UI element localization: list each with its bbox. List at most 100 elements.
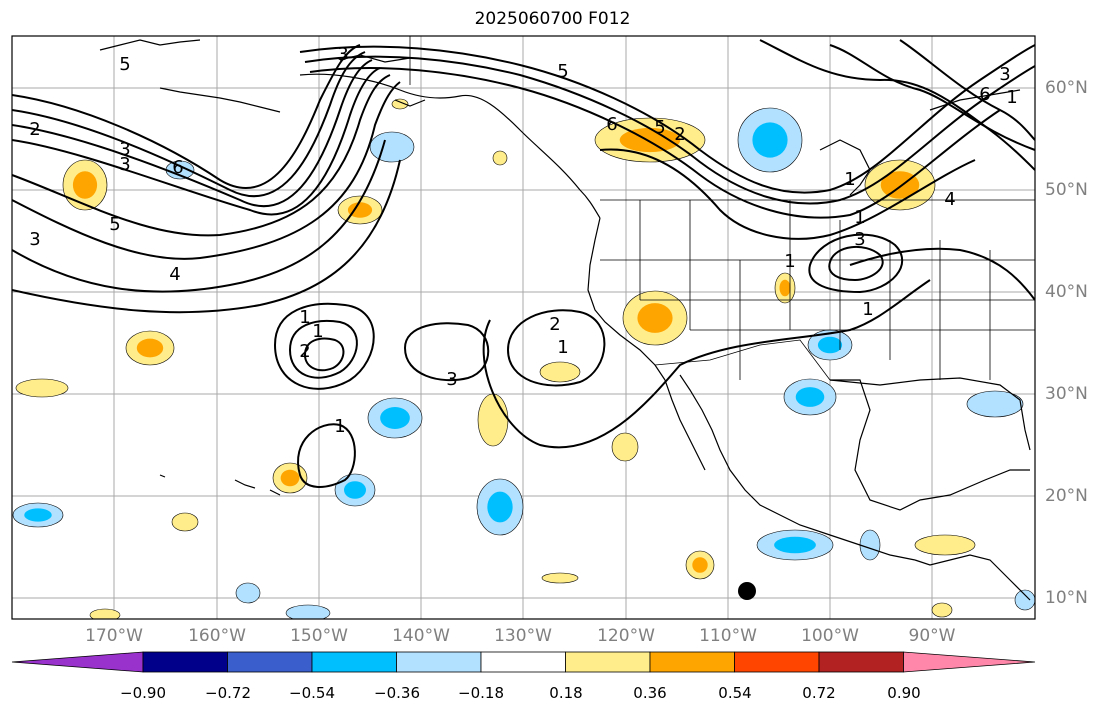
contour-line [273,302,375,390]
contour-label: 5 [557,61,568,82]
contour-label: 5 [109,214,120,235]
negative-anomaly-area [859,529,881,561]
strong-negative-anomaly [344,481,366,499]
contour-line [297,423,356,488]
contour-label: 3 [29,229,40,250]
contour-label: 1 [854,207,865,228]
negative-anomaly-area [285,604,331,619]
contour-line [829,44,1035,151]
lon-label: 170°W [85,626,143,646]
strong-positive-anomaly [280,469,300,487]
contour-label: 1 [334,416,345,437]
positive-anomaly-area [611,432,639,462]
strong-positive-anomaly [637,303,673,333]
contour-label: 3 [446,369,457,390]
colorbar-tick-label: −0.36 [374,684,420,702]
contour-label: 1 [844,169,855,190]
lon-label: 160°W [188,626,246,646]
strong-positive-anomaly [692,557,708,573]
lon-label: 90°W [908,626,956,646]
strong-positive-anomaly [72,171,98,199]
contour-label: 5 [119,54,130,75]
map-title: 2025060700 F012 [474,9,631,29]
contour-line [12,67,381,216]
lon-label: 140°W [392,626,450,646]
colorbar-tick-label: 0.54 [718,684,752,702]
contour-line [12,44,361,189]
lon-label: 130°W [494,626,552,646]
contour-label: 4 [169,264,180,285]
contour-label: 3 [119,154,130,175]
positive-anomaly-area [539,361,581,383]
lat-label: 30°N [1045,384,1088,404]
negative-anomaly-area [966,390,1024,418]
contour-label: 3 [999,64,1010,85]
colorbar-tick-label: 0.72 [802,684,836,702]
contour-line [288,320,358,379]
colorbar-tick-label: 0.36 [633,684,667,702]
contour-label: 3 [854,229,865,250]
contour-label: 2 [674,124,685,145]
contour-line [808,233,903,294]
contour-label: 6 [606,114,617,135]
positive-anomaly-area [477,393,509,447]
contour-line [899,39,1035,141]
contour-line [12,139,386,293]
strong-positive-anomaly [880,171,920,199]
strong-negative-anomaly [774,536,816,554]
positive-anomaly-area [914,534,976,556]
contour-label: 3 [119,139,130,160]
contour-line [506,309,606,387]
strong-negative-anomaly [752,122,788,158]
strong-positive-anomaly [136,338,164,358]
colorbar-tick-label: −0.72 [205,684,251,702]
contour-label: 6 [979,84,990,105]
contour-label: 2 [549,314,560,335]
lon-label: 120°W [597,626,655,646]
contour-label: 3 [337,44,348,65]
strong-negative-anomaly [817,336,843,354]
contour-line [828,245,884,282]
lat-label: 60°N [1045,78,1088,98]
contour-line [12,81,401,260]
contour-label: 4 [944,189,955,210]
colorbar-tick-label: −0.90 [120,684,166,702]
shaded-anomalies [12,98,1035,619]
positive-anomaly-area [15,378,69,398]
lon-label: 110°W [699,626,757,646]
positive-anomaly-area [931,602,953,618]
negative-anomaly-area [369,131,415,163]
colorbar-tick-label: −0.54 [289,684,335,702]
contour-line [12,159,401,314]
contour-label: 1 [784,251,795,272]
strong-positive-anomaly [347,202,373,218]
positive-anomaly-area [171,512,199,532]
lon-label: 150°W [290,626,348,646]
strong-negative-anomaly [487,491,513,523]
contour-line [849,247,1035,301]
strong-negative-anomaly [380,407,410,429]
political-borders [409,36,1035,381]
contour-line [12,59,373,208]
contour-label: 1 [312,321,323,342]
contour-line [303,337,345,372]
contour-label: 2 [299,341,310,362]
contour-line [299,44,1035,194]
positive-anomaly-area [541,572,579,584]
positive-anomaly-area [391,98,409,110]
strong-negative-anomaly [24,508,52,522]
contour-label: 5 [654,117,665,138]
contour-label: 1 [862,299,873,320]
contour-label: 2 [29,119,40,140]
positive-anomaly-area [89,608,121,619]
lat-label: 10°N [1045,588,1088,608]
lon-label: 100°W [801,626,859,646]
graticule [12,36,1035,619]
coastlines [99,39,1031,601]
map-frame [11,35,1036,620]
contour-label: 1 [557,337,568,358]
contour-line [403,322,490,382]
colorbar-tick-label: −0.18 [458,684,504,702]
